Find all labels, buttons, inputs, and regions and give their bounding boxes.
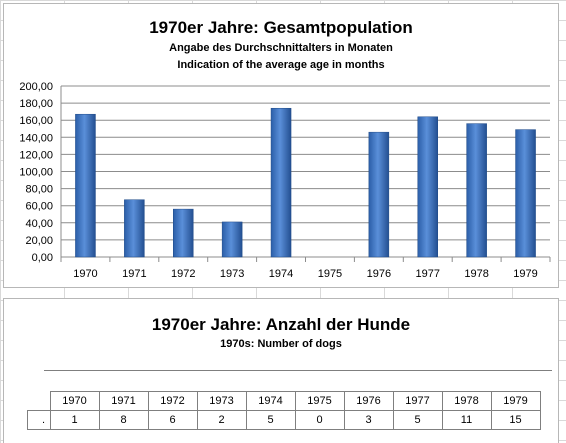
- table-subtitle: 1970s: Number of dogs: [220, 338, 342, 350]
- x-tick-label: 1978: [464, 268, 488, 280]
- y-tick-label: 120,00: [19, 149, 53, 161]
- x-tick-label: 1971: [122, 268, 146, 280]
- dog-count-panel[interactable]: 1970er Jahre: Anzahl der Hunde 1970s: Nu…: [3, 298, 559, 443]
- x-tick-label: 1974: [269, 268, 293, 280]
- table-value-cell: 8: [98, 410, 149, 430]
- x-tick-label: 1973: [220, 268, 244, 280]
- x-tick-label: 1979: [513, 268, 537, 280]
- table-value-cell: 15: [490, 410, 541, 430]
- chart-subtitle-german: Angabe des Durchschnittalters in Monaten: [169, 42, 393, 54]
- table-header-cell: 1975: [294, 391, 345, 411]
- table-value-cell: 3: [343, 410, 394, 430]
- table-header-cell: 1972: [147, 391, 198, 411]
- y-tick-label: 40,00: [25, 218, 53, 230]
- table-header-cell: 1979: [490, 391, 541, 411]
- table-value-cell: 6: [147, 410, 198, 430]
- y-tick-label: 20,00: [25, 235, 53, 247]
- table-title: 1970er Jahre: Anzahl der Hunde: [151, 315, 411, 334]
- bar[interactable]: [515, 129, 536, 258]
- dog-count-table: 1970 1971 1972 1973 1974 1975 1976 1977 1978 1979…: [27, 391, 541, 430]
- bar[interactable]: [75, 113, 96, 258]
- table-value-cell: 5: [245, 410, 296, 430]
- bar[interactable]: [270, 107, 292, 258]
- table-value-cell: 1: [49, 410, 100, 430]
- chart-subtitle-english: Indication of the average age in months: [177, 59, 385, 71]
- bar-chart-panel[interactable]: 1970er Jahre: Gesamtpopulation Angabe de…: [3, 3, 559, 288]
- y-tick-label: 0,00: [32, 252, 53, 264]
- bar[interactable]: [124, 199, 145, 258]
- table-header-cell: 1978: [441, 391, 492, 411]
- table-value-cell: 5: [392, 410, 443, 430]
- table-header-cell: 1977: [392, 391, 443, 411]
- x-tick-label: 1975: [318, 268, 342, 280]
- table-header-cell: 1970: [49, 391, 100, 411]
- chart-title: 1970er Jahre: Gesamtpopulation: [149, 18, 413, 37]
- y-tick-label: 160,00: [19, 115, 53, 127]
- bar[interactable]: [466, 123, 487, 258]
- bar[interactable]: [417, 116, 438, 258]
- x-tick-label: 1977: [416, 268, 440, 280]
- table-corner-cell: [27, 391, 51, 411]
- x-tick-label: 1972: [171, 268, 195, 280]
- table-row-label: .: [27, 410, 51, 430]
- x-tick-label: 1970: [73, 268, 97, 280]
- table-value-cell: 2: [196, 410, 247, 430]
- table-header-cell: 1973: [196, 391, 247, 411]
- table-header-row: 1970 1971 1972 1973 1974 1975 1976 1977 1978 1979: [27, 391, 541, 411]
- table-header-cell: 1971: [98, 391, 149, 411]
- table-value-cell: 0: [294, 410, 345, 430]
- y-tick-label: 140,00: [19, 132, 53, 144]
- y-tick-label: 60,00: [25, 201, 53, 213]
- y-tick-label: 180,00: [19, 98, 53, 110]
- table-header-cell: 1974: [245, 391, 296, 411]
- bar[interactable]: [173, 208, 194, 258]
- table-value-row: . 1 8 6 2 5 0 3 5 11 15: [27, 410, 541, 430]
- bar-chart-plot: 0,00 20,00 40,00 60,00 80,00 100,00 120,00 140,…: [19, 81, 551, 280]
- y-tick-label: 200,00: [19, 81, 53, 93]
- table-value-cell: 11: [441, 410, 492, 430]
- y-tick-label: 100,00: [19, 167, 53, 179]
- x-tick-label: 1976: [367, 268, 391, 280]
- table-divider: [44, 370, 552, 371]
- bar[interactable]: [221, 221, 243, 258]
- table-header-cell: 1976: [343, 391, 394, 411]
- y-tick-label: 80,00: [25, 184, 53, 196]
- bar[interactable]: [368, 131, 390, 258]
